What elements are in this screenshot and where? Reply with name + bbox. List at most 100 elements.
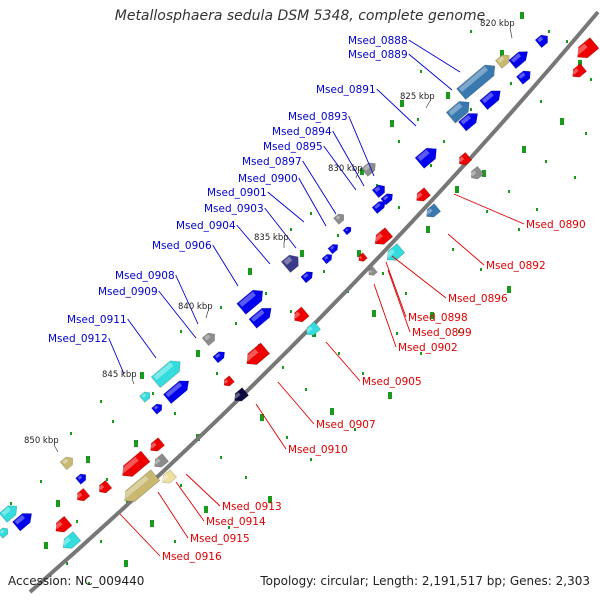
gene-feature [162, 380, 190, 405]
gene-feature [300, 271, 313, 284]
gene-label-forward: Msed_0912 [48, 333, 108, 345]
tick-mark [522, 146, 526, 153]
tick-mark [508, 190, 510, 193]
tick-mark [390, 120, 394, 127]
gene-feature [458, 151, 473, 166]
leader-lines [108, 39, 525, 557]
gene-feature [0, 527, 9, 539]
tick-mark [220, 306, 222, 309]
tick-mark [376, 184, 378, 187]
leader-line [185, 473, 221, 507]
gene-feature [212, 351, 225, 364]
gene-label-reverse: Msed_0892 [486, 260, 546, 272]
tick-mark [248, 268, 252, 275]
gene-feature [12, 513, 33, 532]
tick-mark [204, 506, 208, 513]
tick-mark [446, 92, 450, 99]
tick-mark [174, 412, 176, 415]
gene-feature [361, 162, 376, 177]
kbp-tick-label: 850 kbp [24, 436, 59, 446]
gene-label-reverse: Msed_0896 [448, 293, 508, 305]
tick-mark [152, 392, 154, 395]
gene-feature [479, 90, 501, 111]
tick-mark [458, 330, 460, 333]
leader-line [158, 290, 197, 339]
gene-feature [75, 473, 87, 485]
gene-feature [470, 165, 485, 180]
genome-backbone [28, 10, 600, 594]
leader-line [323, 145, 357, 191]
gene-feature [150, 360, 181, 389]
gene-label-forward: Msed_0911 [67, 314, 127, 326]
tick-mark [337, 234, 339, 237]
gene-feature [321, 254, 333, 265]
tick-mark [430, 164, 432, 167]
gene-label-forward: Msed_0897 [242, 156, 302, 168]
tick-mark [235, 322, 237, 325]
leader-line [277, 381, 315, 425]
leader-line [332, 130, 365, 187]
leader-line [387, 269, 411, 333]
gene-label-forward: Msed_0900 [238, 173, 298, 185]
tick-mark [40, 480, 42, 483]
gene-feature [61, 531, 82, 549]
tick-mark [310, 212, 312, 215]
kbp-labels: 820 kbp 825 kbp 830 kbp 835 kbp 840 kbp 845 k… [24, 19, 515, 453]
kbp-tick-label: 820 kbp [480, 19, 515, 29]
gene-feature [0, 505, 18, 523]
gene-feature [373, 227, 394, 245]
tick-mark [290, 228, 292, 231]
tick-mark [443, 140, 445, 143]
tick-mark [382, 272, 384, 275]
tick-mark [372, 310, 376, 317]
gene-feature [458, 113, 479, 132]
gene-label-reverse: Msed_0905 [362, 376, 422, 388]
tick-mark [196, 350, 200, 357]
tick-mark [124, 560, 128, 567]
tick-mark [106, 478, 108, 481]
gene-feature [244, 342, 271, 365]
gene-feature [153, 453, 169, 468]
tick-mark [417, 118, 419, 121]
tick-mark [140, 372, 144, 379]
gene-feature [151, 403, 163, 415]
tick-mark [360, 168, 364, 175]
tick-mark [76, 520, 78, 523]
gene-feature [333, 213, 345, 225]
tick-mark [126, 500, 128, 503]
tick-mark [112, 420, 114, 423]
gene-label-forward: Msed_0901 [207, 187, 267, 199]
gene-label-reverse: Msed_0899 [412, 327, 472, 339]
gene-feature [161, 469, 177, 484]
gene-label-forward: Msed_0891 [316, 84, 376, 96]
leader-line [175, 481, 205, 522]
gene-feature [575, 37, 600, 59]
tick-mark [265, 292, 267, 295]
gene-feature [122, 469, 161, 503]
gene-feature [495, 54, 510, 69]
tick-mark [518, 228, 520, 231]
gene-feature [223, 375, 235, 387]
tick-mark [216, 372, 218, 375]
gene-feature [280, 254, 299, 273]
gene-label-reverse: Msed_0916 [162, 551, 222, 563]
gene-feature [534, 34, 548, 49]
tick-mark [174, 540, 176, 543]
gene-feature [305, 321, 321, 336]
tick-mark [66, 562, 68, 565]
gene-feature [248, 307, 272, 329]
gene-feature [425, 203, 441, 218]
gene-feature [371, 201, 386, 214]
gene-label-reverse: Msed_0915 [190, 533, 250, 545]
gene-feature [98, 479, 113, 494]
tick-mark [578, 60, 582, 67]
tick-mark [400, 100, 404, 107]
tick-mark [398, 206, 400, 209]
tick-mark [357, 250, 361, 257]
tick-mark [430, 312, 434, 319]
gene-feature [414, 147, 437, 169]
tick-mark [548, 30, 550, 33]
gene-feature [415, 187, 431, 202]
gene-feature [233, 387, 249, 402]
leader-line [264, 207, 297, 249]
